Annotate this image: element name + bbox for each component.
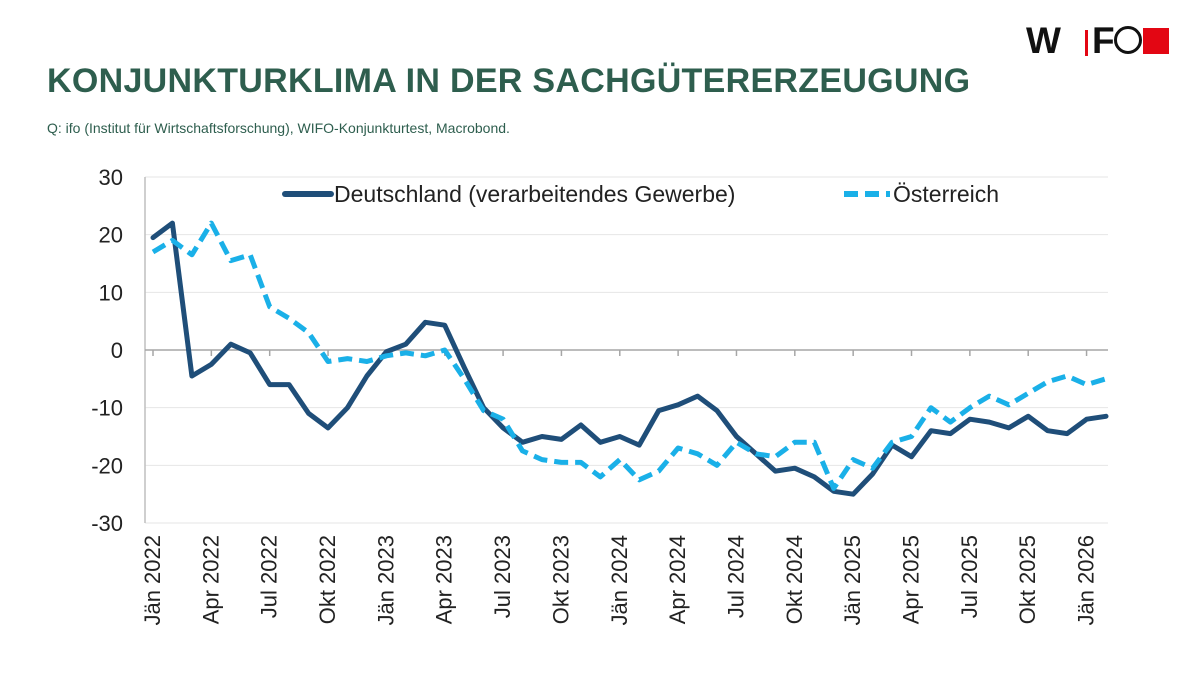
series-line-oesterreich: [151, 220, 1107, 491]
x-tick-label: Okt 2025: [1015, 535, 1040, 624]
y-tick-label: 0: [111, 338, 123, 363]
legend: Deutschland (verarbeitendes Gewerbe) Öste…: [282, 181, 999, 207]
logo-wordmark-wi: W: [1026, 20, 1061, 61]
logo-circle: [1114, 26, 1142, 54]
y-tick-label: 20: [99, 223, 123, 248]
y-tick-label: 10: [99, 280, 123, 305]
x-tick-label: Okt 2022: [315, 535, 340, 624]
x-tick-label: Jän 2023: [373, 535, 398, 626]
wifo-logo: W F: [1026, 20, 1176, 61]
x-tick-label: Jän 2025: [840, 535, 865, 626]
grid-layer: [145, 176, 1108, 524]
x-tick-label: Apr 2024: [665, 535, 690, 624]
x-tick-label: Apr 2022: [198, 535, 223, 624]
x-tick-label: Jul 2022: [257, 535, 282, 618]
legend-label: Österreich: [893, 181, 999, 207]
y-tick-label: -20: [91, 453, 123, 478]
x-tick-label: Jän 2024: [607, 535, 632, 626]
series-line-deutschland: [150, 220, 1109, 497]
x-tick-label: Okt 2024: [782, 535, 807, 624]
page-title: KONJUNKTURKLIMA IN DER SACHGÜTERERZEUGUN…: [47, 62, 971, 100]
x-tick-label: Okt 2023: [548, 535, 573, 624]
x-tick-label: Jän 2026: [1074, 535, 1099, 626]
x-tick-label: Apr 2023: [432, 535, 457, 624]
logo-red-square: [1143, 28, 1169, 54]
y-tick-label: -10: [91, 396, 123, 421]
y-tick-label: 30: [99, 165, 123, 190]
x-tick-label: Jul 2025: [957, 535, 982, 618]
x-tick-label: Jul 2023: [490, 535, 515, 618]
x-tick-label: Jul 2024: [723, 535, 748, 618]
y-tick-label: -30: [91, 511, 123, 536]
x-tick-label: Apr 2025: [899, 535, 924, 624]
series-layer: [150, 220, 1109, 497]
legend-label: Deutschland (verarbeitendes Gewerbe): [334, 181, 735, 207]
axis-layer: 30 20 10 0 -10 -20 -30 Jän 2022 Apr 2022 Jul 2022…: [91, 165, 1108, 626]
logo-wordmark-f: F: [1092, 20, 1115, 61]
source-note: Q: ifo (Institut für Wirtschaftsforschun…: [47, 120, 510, 136]
x-tick-label: Jän 2022: [140, 535, 165, 626]
logo-red-bar: [1085, 30, 1088, 56]
